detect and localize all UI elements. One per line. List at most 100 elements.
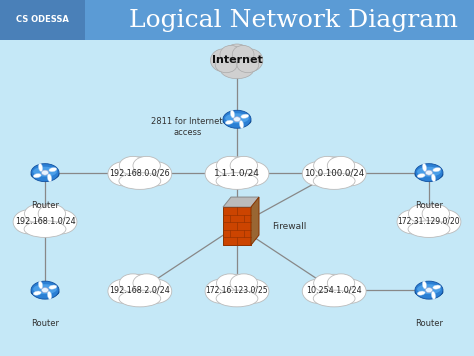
Ellipse shape [328, 156, 355, 175]
Bar [0, 0, 85, 40]
Text: 10.254.1.0/24: 10.254.1.0/24 [306, 286, 362, 295]
Ellipse shape [334, 279, 366, 303]
Ellipse shape [415, 287, 443, 297]
Ellipse shape [120, 157, 160, 188]
Text: 10.0.100.0/24: 10.0.100.0/24 [304, 168, 365, 177]
Ellipse shape [431, 291, 436, 299]
Ellipse shape [328, 274, 355, 292]
Ellipse shape [13, 210, 45, 234]
Ellipse shape [431, 174, 436, 182]
Ellipse shape [220, 59, 254, 79]
Ellipse shape [38, 163, 43, 172]
Ellipse shape [415, 281, 443, 299]
Ellipse shape [232, 46, 254, 64]
Ellipse shape [239, 120, 244, 129]
Ellipse shape [216, 290, 258, 307]
Ellipse shape [415, 170, 443, 180]
Text: 192.168.0.0/26: 192.168.0.0/26 [109, 168, 170, 177]
Text: Firewall: Firewall [273, 221, 307, 231]
Ellipse shape [422, 281, 427, 289]
Ellipse shape [24, 221, 66, 237]
Ellipse shape [215, 57, 237, 73]
Ellipse shape [397, 210, 429, 234]
Text: Router: Router [415, 319, 443, 328]
Ellipse shape [47, 291, 52, 299]
Ellipse shape [222, 44, 252, 73]
Text: 172.16.123.0/25: 172.16.123.0/25 [206, 286, 268, 295]
Ellipse shape [237, 162, 269, 186]
Text: Router: Router [415, 201, 443, 210]
Ellipse shape [302, 162, 334, 186]
Ellipse shape [49, 168, 57, 172]
Ellipse shape [237, 49, 263, 72]
Ellipse shape [205, 162, 237, 186]
Ellipse shape [417, 284, 441, 294]
Ellipse shape [31, 287, 59, 297]
Ellipse shape [422, 163, 427, 172]
Ellipse shape [217, 274, 257, 306]
Ellipse shape [25, 204, 52, 223]
Ellipse shape [205, 279, 237, 303]
Ellipse shape [417, 167, 441, 177]
Ellipse shape [230, 156, 257, 175]
Text: Router: Router [31, 201, 59, 210]
Ellipse shape [334, 162, 366, 186]
Ellipse shape [234, 117, 240, 122]
Text: 2811 for Internet
access: 2811 for Internet access [151, 117, 223, 137]
Ellipse shape [429, 210, 461, 234]
Ellipse shape [119, 173, 161, 189]
Ellipse shape [133, 156, 160, 175]
Ellipse shape [210, 49, 237, 72]
Ellipse shape [433, 168, 441, 172]
Ellipse shape [313, 173, 355, 189]
Ellipse shape [108, 162, 140, 186]
Polygon shape [251, 197, 259, 245]
Ellipse shape [217, 156, 244, 175]
Ellipse shape [314, 157, 354, 188]
Text: Internet: Internet [211, 55, 263, 65]
Ellipse shape [140, 162, 172, 186]
Bar [223, 207, 251, 245]
Ellipse shape [417, 291, 425, 295]
Ellipse shape [47, 174, 52, 182]
Polygon shape [223, 197, 259, 207]
Text: 172.31.129.0/20: 172.31.129.0/20 [398, 216, 460, 225]
Ellipse shape [314, 274, 341, 292]
Ellipse shape [217, 157, 257, 188]
Ellipse shape [409, 205, 449, 236]
Ellipse shape [230, 274, 257, 292]
Ellipse shape [33, 284, 57, 294]
Text: 192.168.1.0/24: 192.168.1.0/24 [15, 216, 75, 225]
Ellipse shape [225, 120, 233, 124]
Ellipse shape [38, 204, 65, 223]
Text: Router: Router [31, 319, 59, 328]
Ellipse shape [133, 274, 160, 292]
Ellipse shape [119, 156, 146, 175]
Ellipse shape [33, 167, 57, 177]
Ellipse shape [313, 290, 355, 307]
Ellipse shape [225, 113, 249, 123]
Ellipse shape [230, 110, 235, 118]
Ellipse shape [45, 210, 77, 234]
Text: Logical Network Diagram: Logical Network Diagram [129, 9, 458, 31]
Ellipse shape [223, 110, 251, 128]
Text: CS ODESSA: CS ODESSA [16, 16, 69, 25]
Ellipse shape [31, 164, 59, 182]
Ellipse shape [49, 285, 57, 289]
Ellipse shape [33, 291, 41, 295]
Ellipse shape [223, 116, 251, 126]
Text: 1.1.1.0/24: 1.1.1.0/24 [214, 168, 260, 177]
Ellipse shape [120, 274, 160, 306]
Bar [0, 0, 474, 40]
Ellipse shape [426, 170, 432, 175]
Ellipse shape [42, 170, 48, 175]
Ellipse shape [220, 46, 242, 64]
Ellipse shape [31, 281, 59, 299]
Ellipse shape [25, 205, 65, 236]
Ellipse shape [216, 173, 258, 189]
Ellipse shape [426, 288, 432, 293]
Ellipse shape [119, 290, 161, 307]
Ellipse shape [42, 288, 48, 293]
Ellipse shape [408, 221, 450, 237]
Ellipse shape [38, 281, 43, 289]
